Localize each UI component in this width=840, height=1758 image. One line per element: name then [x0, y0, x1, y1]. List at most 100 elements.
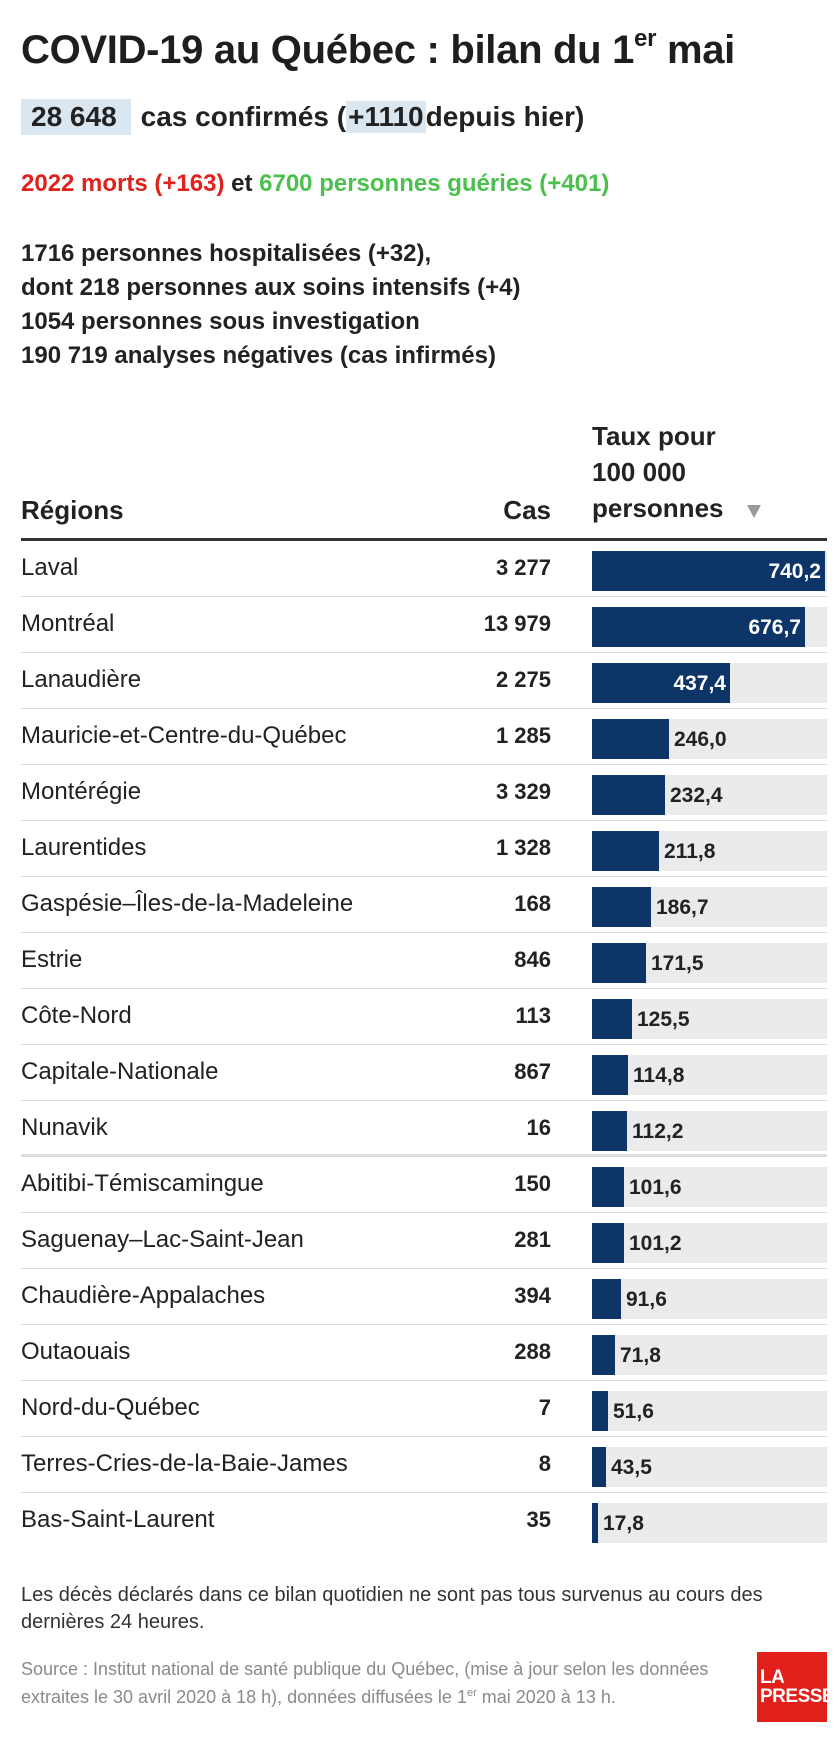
rate-bar: [592, 943, 646, 983]
rate-value-label: 246,0: [674, 728, 727, 751]
page-title: COVID-19 au Québec : bilan du 1er mai: [21, 25, 735, 73]
rate-bar-track: 186,7: [592, 887, 827, 927]
rate-bar: [592, 1503, 598, 1543]
table-row: Montréal 13 979 676,7: [21, 597, 827, 653]
rate-value-label: 71,8: [620, 1344, 661, 1367]
rate-bar-track: 740,2: [592, 551, 827, 591]
rate-bar-track: 114,8: [592, 1055, 827, 1095]
rate-bar: [592, 1335, 615, 1375]
rate-value-label: 186,7: [656, 896, 709, 919]
table-row: Mauricie-et-Centre-du-Québec 1 285 246,0: [21, 709, 827, 765]
table-row: Nord-du-Québec 7 51,6: [21, 1381, 827, 1437]
rate-value-label: 125,5: [637, 1008, 690, 1031]
confirmed-cases-count: 28 648: [21, 99, 131, 135]
rate-value-label: 676,7: [748, 616, 801, 639]
rate-bar: [592, 663, 730, 703]
rate-bar: [592, 719, 669, 759]
stat-line: 190 719 analyses négatives (cas infirmés…: [21, 342, 496, 369]
confirmed-cases-line: 28 648 cas confirmés (+1110 depuis hier): [21, 96, 584, 138]
rate-value-label: 211,8: [664, 840, 716, 863]
confirmed-cases-text: cas confirmés (: [140, 101, 347, 132]
region-cases: 35: [526, 1507, 551, 1532]
table-row: Saguenay–Lac-Saint-Jean 281 101,2: [21, 1213, 827, 1269]
header-divider: [21, 538, 827, 541]
rate-value-label: 437,4: [673, 672, 726, 695]
rate-bar: [592, 999, 632, 1039]
rate-bar-track: 101,2: [592, 1223, 827, 1263]
rate-value-label: 17,8: [603, 1512, 644, 1535]
region-cases: 13 979: [483, 611, 551, 636]
region-cases: 16: [526, 1115, 551, 1140]
table-row: Laurentides 1 328 211,8: [21, 821, 827, 877]
outcomes-line: 2022 morts (+163) et 6700 personnes guér…: [21, 170, 609, 198]
rate-bar-track: 51,6: [592, 1391, 827, 1431]
rate-bar-track: 171,5: [592, 943, 827, 983]
table-row: Abitibi-Témiscamingue 150 101,6: [21, 1157, 827, 1213]
rate-bar: [592, 1167, 624, 1207]
table-row: Gaspésie–Îles-de-la-Madeleine 168 186,7: [21, 877, 827, 933]
rate-value-label: 740,2: [768, 560, 821, 583]
region-cases: 113: [515, 1003, 552, 1028]
column-header-regions: Régions: [21, 495, 124, 525]
region-cases: 1 328: [495, 835, 551, 860]
rate-bar: [592, 831, 659, 871]
region-name: Laval: [21, 554, 79, 581]
rate-bar-track: 232,4: [592, 775, 827, 815]
rate-bar: [592, 1111, 627, 1151]
rate-bar-track: 125,5: [592, 999, 827, 1039]
table-row: Outaouais 288 71,8: [21, 1325, 827, 1381]
region-name: Nunavik: [21, 1114, 108, 1141]
table-row: Côte-Nord 113 125,5: [21, 989, 827, 1045]
table-row: Estrie 846 171,5: [21, 933, 827, 989]
rate-bar-track: 246,0: [592, 719, 827, 759]
region-cases: 8: [538, 1451, 551, 1476]
rate-bar-track: 91,6: [592, 1279, 827, 1319]
region-name: Terres-Cries-de-la-Baie-James: [21, 1450, 348, 1477]
rate-bar: [592, 551, 825, 591]
table-row: Lanaudière 2 275 437,4: [21, 653, 827, 709]
table-row: Terres-Cries-de-la-Baie-James 8 43,5: [21, 1437, 827, 1493]
la-presse-logo: LA PRESSE: [757, 1652, 835, 1722]
region-name: Laurentides: [21, 834, 147, 861]
region-name: Chaudière-Appalaches: [21, 1282, 266, 1309]
region-name: Abitibi-Témiscamingue: [21, 1170, 264, 1197]
rate-bar: [592, 1391, 608, 1431]
table-row: Bas-Saint-Laurent 35 17,8: [21, 1493, 827, 1548]
region-cases: 288: [514, 1339, 551, 1364]
rate-value-label: 232,4: [670, 784, 723, 807]
region-cases: 394: [514, 1283, 551, 1308]
region-cases: 1 285: [495, 723, 551, 748]
footnote: Les décès déclarés dans ce bilan quotidi…: [21, 1584, 763, 1633]
rate-value-label: 101,6: [629, 1176, 682, 1199]
recovered-count: 6700 personnes guéries (+401): [259, 170, 610, 197]
rate-bar-track: 43,5: [592, 1447, 827, 1487]
since-yesterday-text: depuis hier): [425, 101, 585, 132]
rate-bar: [592, 607, 805, 647]
rate-value-label: 51,6: [613, 1400, 654, 1423]
column-header-rate[interactable]: Taux pour 100 000 personnes: [592, 421, 724, 523]
region-cases: 3 329: [495, 779, 551, 804]
region-name: Lanaudière: [21, 666, 142, 693]
rate-bar: [592, 775, 665, 815]
region-name: Côte-Nord: [21, 1002, 132, 1029]
hospital-stats: 1716 personnes hospitalisées (+32), dont…: [21, 237, 520, 373]
region-cases: 846: [514, 947, 551, 972]
rate-value-label: 43,5: [611, 1456, 652, 1479]
region-name: Montréal: [21, 610, 115, 637]
region-cases: 3 277: [495, 555, 551, 580]
rate-bar-track: 17,8: [592, 1503, 827, 1543]
stat-line: 1054 personnes sous investigation: [21, 308, 420, 335]
region-name: Mauricie-et-Centre-du-Québec: [21, 722, 347, 749]
rate-bar-track: 211,8: [592, 831, 827, 871]
region-cases: 7: [538, 1395, 551, 1420]
new-cases-count: +1110: [346, 101, 426, 133]
triangle-down-icon[interactable]: [747, 505, 761, 518]
rate-value-label: 114,8: [633, 1064, 685, 1087]
source-credit: Source : Institut national de santé publ…: [21, 1659, 709, 1707]
rate-bar: [592, 887, 651, 927]
region-cases: 867: [514, 1059, 551, 1084]
rate-value-label: 91,6: [626, 1288, 667, 1311]
rate-value-label: 101,2: [629, 1232, 682, 1255]
outcomes-joiner: et: [224, 170, 260, 197]
column-header-cases: Cas: [503, 495, 551, 525]
